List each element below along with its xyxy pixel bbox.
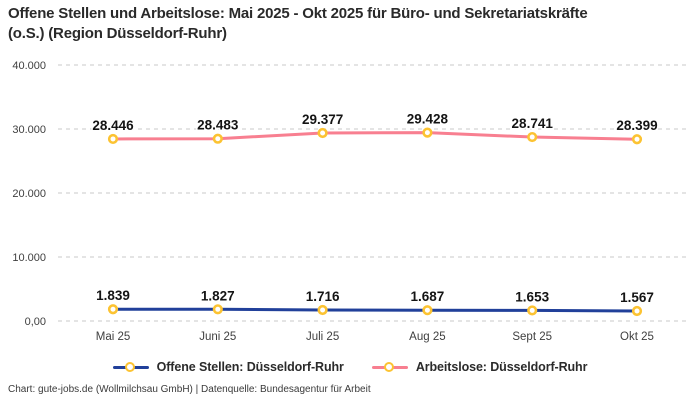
- data-point-marker: [107, 133, 119, 145]
- data-point-marker: [107, 304, 119, 315]
- x-axis-tick-label: Okt 25: [620, 331, 654, 343]
- data-point-label: 1.687: [411, 289, 445, 304]
- data-point-marker: [212, 133, 223, 144]
- data-point-marker: [317, 127, 328, 139]
- y-axis-tick-label: 10.000: [12, 252, 46, 264]
- data-point-marker: [422, 305, 433, 316]
- data-point-label: 1.839: [96, 288, 130, 303]
- data-point-marker: [212, 304, 223, 315]
- data-point-label: 29.428: [407, 112, 449, 127]
- data-point-label: 28.399: [616, 118, 657, 133]
- series-line: [111, 131, 639, 141]
- x-axis-tick-label: Juli 25: [306, 331, 339, 343]
- data-point-label: 28.483: [197, 118, 239, 133]
- legend-dot-icon: [384, 361, 395, 372]
- data-point-marker: [631, 305, 643, 317]
- y-axis-tick-label: 0,00: [25, 316, 46, 328]
- data-point-label: 29.377: [302, 112, 343, 127]
- y-axis-tick-label: 20.000: [12, 188, 46, 200]
- line-marker-icon: [112, 361, 149, 373]
- data-point-marker: [422, 127, 433, 138]
- y-axis-tick-label: 30.000: [12, 124, 46, 136]
- legend-item-offene-stellen: Offene Stellen: Düsseldorf-Ruhr: [112, 360, 344, 374]
- data-point-label: 1.827: [201, 288, 235, 303]
- x-axis-tick-label: Juni 25: [199, 331, 236, 343]
- x-axis-tick-label: Mai 25: [96, 331, 131, 343]
- y-axis-tick-label: 40.000: [12, 60, 46, 72]
- data-point-label: 28.446: [92, 118, 134, 133]
- data-point-label: 28.741: [512, 116, 554, 131]
- footer-attribution: Chart: gute-jobs.de (Wollmilchsau GmbH) …: [8, 384, 371, 395]
- legend-item-arbeitslose: Arbeitslose: Düsseldorf-Ruhr: [371, 360, 588, 374]
- series-line: [111, 307, 639, 313]
- data-point-marker: [631, 134, 643, 145]
- legend-label-arbeitslose: Arbeitslose: Düsseldorf-Ruhr: [415, 360, 588, 374]
- data-point-label: 1.716: [306, 289, 340, 304]
- data-point-marker: [527, 305, 538, 316]
- data-point-label: 1.567: [620, 290, 654, 305]
- line-marker-icon: [371, 361, 408, 373]
- legend: Offene Stellen: Düsseldorf-Ruhr Arbeitsl…: [0, 360, 700, 374]
- x-axis-tick-label: Aug 25: [409, 331, 445, 343]
- data-point-marker: [317, 304, 328, 316]
- data-point-marker: [527, 131, 538, 143]
- data-point-label: 1.653: [515, 289, 549, 304]
- x-axis-tick-label: Sept 25: [512, 331, 552, 343]
- legend-dot-icon: [125, 361, 136, 372]
- chart-title: Offene Stellen und Arbeitslose: Mai 2025…: [8, 5, 588, 42]
- legend-label-offene-stellen: Offene Stellen: Düsseldorf-Ruhr: [156, 360, 344, 374]
